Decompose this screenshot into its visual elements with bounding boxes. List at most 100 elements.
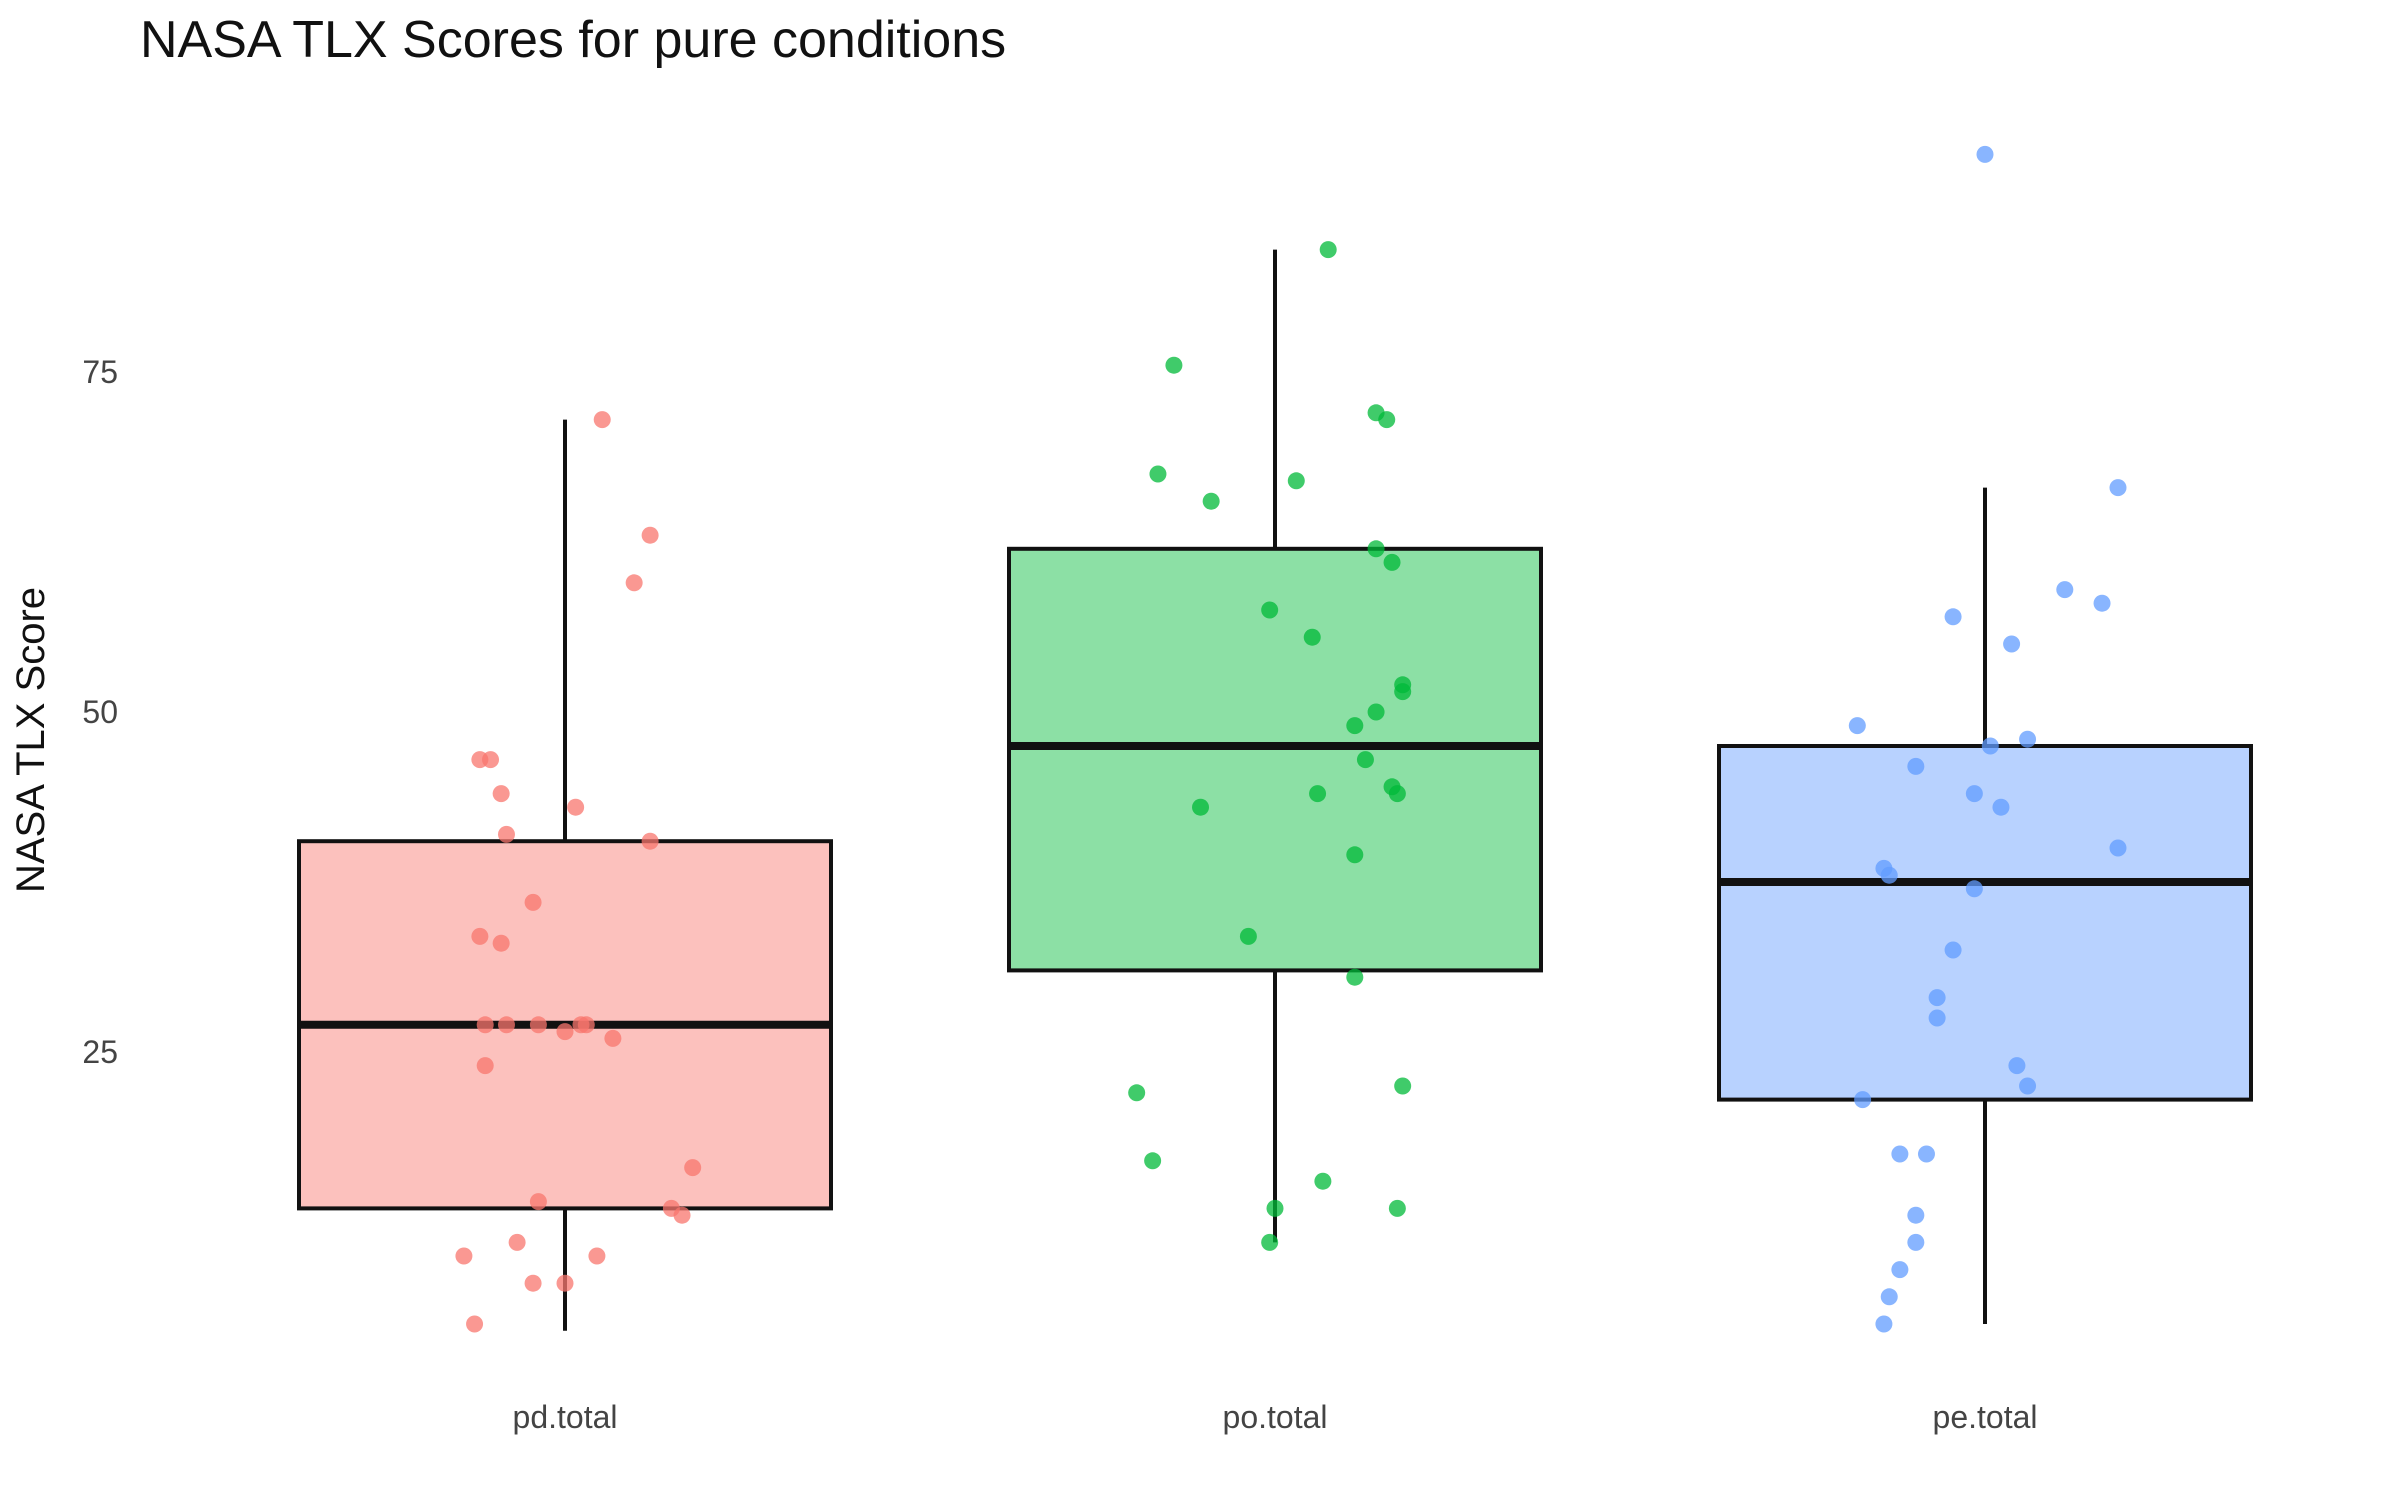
data-point xyxy=(1907,757,1925,775)
data-point xyxy=(529,1016,547,1034)
data-point xyxy=(1314,1172,1332,1190)
y-tick-label: 25 xyxy=(82,1034,118,1070)
points-pd-total xyxy=(455,411,702,1333)
data-point xyxy=(471,927,489,945)
data-point xyxy=(2056,581,2074,599)
data-point xyxy=(1394,1077,1412,1095)
data-point xyxy=(1367,540,1385,558)
data-point xyxy=(556,1274,574,1292)
data-point xyxy=(567,798,585,816)
data-point xyxy=(1891,1145,1909,1163)
data-point xyxy=(492,785,510,803)
data-point xyxy=(1192,798,1210,816)
data-point xyxy=(673,1206,691,1224)
data-point xyxy=(1891,1261,1909,1279)
data-point xyxy=(1239,927,1257,945)
data-point xyxy=(492,934,510,952)
data-point xyxy=(1880,866,1898,884)
data-point xyxy=(1309,785,1327,803)
data-point xyxy=(1287,472,1305,490)
data-point xyxy=(2003,635,2021,653)
data-point xyxy=(1149,465,1167,483)
data-point xyxy=(1848,717,1866,735)
data-point xyxy=(684,1159,702,1177)
data-point xyxy=(1261,1233,1279,1251)
data-point xyxy=(1965,785,1983,803)
data-point xyxy=(2109,479,2127,497)
y-tick-label: 75 xyxy=(82,354,118,390)
y-axis-ticks: 25 50 75 xyxy=(82,354,118,1070)
data-point xyxy=(1388,1199,1406,1217)
data-point xyxy=(497,1016,515,1034)
points-pe-total xyxy=(1848,145,2127,1333)
data-point xyxy=(2019,1077,2037,1095)
data-point xyxy=(2019,730,2037,748)
data-point xyxy=(641,526,659,544)
data-point xyxy=(466,1315,484,1333)
data-point xyxy=(1976,145,1994,163)
data-point xyxy=(1165,356,1183,374)
data-point xyxy=(476,1016,494,1034)
data-point xyxy=(1266,1199,1284,1217)
data-point xyxy=(497,825,515,843)
data-point xyxy=(1356,751,1374,769)
data-point xyxy=(1875,1315,1893,1333)
data-point xyxy=(588,1247,606,1265)
data-point xyxy=(476,1057,494,1075)
data-point xyxy=(1367,703,1385,721)
data-point xyxy=(529,1193,547,1211)
data-point xyxy=(1907,1206,1925,1224)
data-point xyxy=(1880,1288,1898,1306)
boxes-layer xyxy=(297,249,2253,1331)
data-point xyxy=(593,411,611,429)
data-point xyxy=(524,893,542,911)
data-point xyxy=(1944,941,1962,959)
data-point xyxy=(2093,594,2111,612)
data-point xyxy=(1944,608,1962,626)
x-tick-label: pd.total xyxy=(513,1399,618,1435)
data-point xyxy=(1319,241,1337,259)
points-layer xyxy=(455,145,2127,1333)
data-point xyxy=(1128,1084,1146,1102)
data-point xyxy=(508,1233,526,1251)
data-point xyxy=(641,832,659,850)
box-iqr xyxy=(1717,744,2253,1102)
data-point xyxy=(1917,1145,1935,1163)
data-point xyxy=(1928,1009,1946,1027)
data-point xyxy=(1346,846,1364,864)
data-point xyxy=(1965,880,1983,898)
data-point xyxy=(1388,785,1406,803)
box-pd-total xyxy=(297,419,833,1331)
data-point xyxy=(2008,1057,2026,1075)
data-point xyxy=(1383,553,1401,571)
data-point xyxy=(2109,839,2127,857)
data-point xyxy=(1144,1152,1162,1170)
box-pe-total xyxy=(1717,487,2253,1324)
data-point xyxy=(556,1023,574,1041)
data-point xyxy=(1303,628,1321,646)
data-point xyxy=(1992,798,2010,816)
data-point xyxy=(625,574,643,592)
box-po-total xyxy=(1007,249,1543,1243)
x-tick-label: po.total xyxy=(1223,1399,1328,1435)
points-po-total xyxy=(1128,241,1412,1251)
data-point xyxy=(524,1274,542,1292)
x-tick-label: pe.total xyxy=(1933,1399,2038,1435)
y-tick-label: 50 xyxy=(82,694,118,730)
x-axis-ticks: pd.total po.total pe.total xyxy=(513,1399,2038,1435)
data-point xyxy=(455,1247,473,1265)
box-iqr xyxy=(1007,546,1543,973)
data-point xyxy=(1346,717,1364,735)
data-point xyxy=(1378,411,1396,429)
data-point xyxy=(482,751,500,769)
data-point xyxy=(1202,492,1220,510)
data-point xyxy=(1981,737,1999,755)
data-point xyxy=(604,1029,622,1047)
chart-title: NASA TLX Scores for pure conditions xyxy=(140,11,1007,69)
y-axis-label: NASA TLX Score xyxy=(9,587,53,893)
data-point xyxy=(1346,968,1364,986)
data-point xyxy=(1261,601,1279,619)
data-point xyxy=(1928,989,1946,1007)
data-point xyxy=(1907,1233,1925,1251)
